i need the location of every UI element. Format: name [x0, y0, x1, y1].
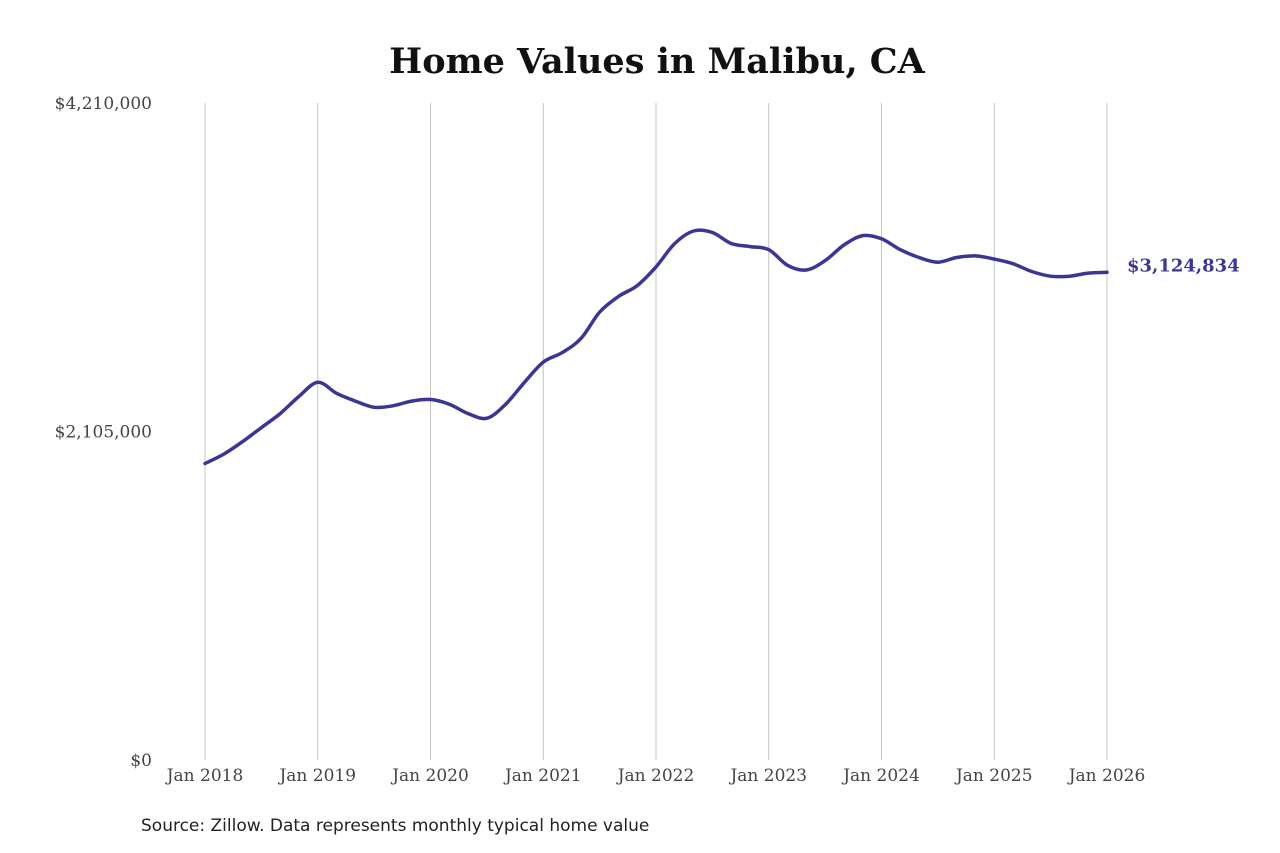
x-tick-label: Jan 2026 — [1067, 766, 1146, 786]
x-tick-label: Jan 2022 — [616, 766, 695, 786]
y-tick-label: $4,210,000 — [55, 94, 152, 114]
end-value-label: $3,124,834 — [1127, 255, 1240, 276]
series-line-home-value — [203, 228, 1109, 466]
y-axis-ticks: $0 $2,105,000 $4,210,000 — [55, 94, 152, 771]
x-tick-label: Jan 2019 — [277, 766, 356, 786]
x-tick-label: Jan 2018 — [165, 766, 244, 786]
y-tick-label: $2,105,000 — [55, 423, 152, 443]
x-tick-label: Jan 2024 — [841, 766, 920, 786]
y-tick-label: $0 — [130, 751, 152, 771]
x-tick-label: Jan 2025 — [954, 766, 1033, 786]
chart-title: Home Values in Malibu, CA — [389, 41, 926, 82]
x-axis-ticks: Jan 2018 Jan 2019 Jan 2020 Jan 2021 Jan 2022… — [165, 766, 1146, 786]
x-tick-label: Jan 2020 — [390, 766, 469, 786]
source-note: Source: Zillow. Data represents monthly … — [141, 816, 650, 836]
x-tick-label: Jan 2021 — [503, 766, 582, 786]
x-tick-label: Jan 2023 — [728, 766, 807, 786]
gridlines — [204, 103, 1108, 760]
